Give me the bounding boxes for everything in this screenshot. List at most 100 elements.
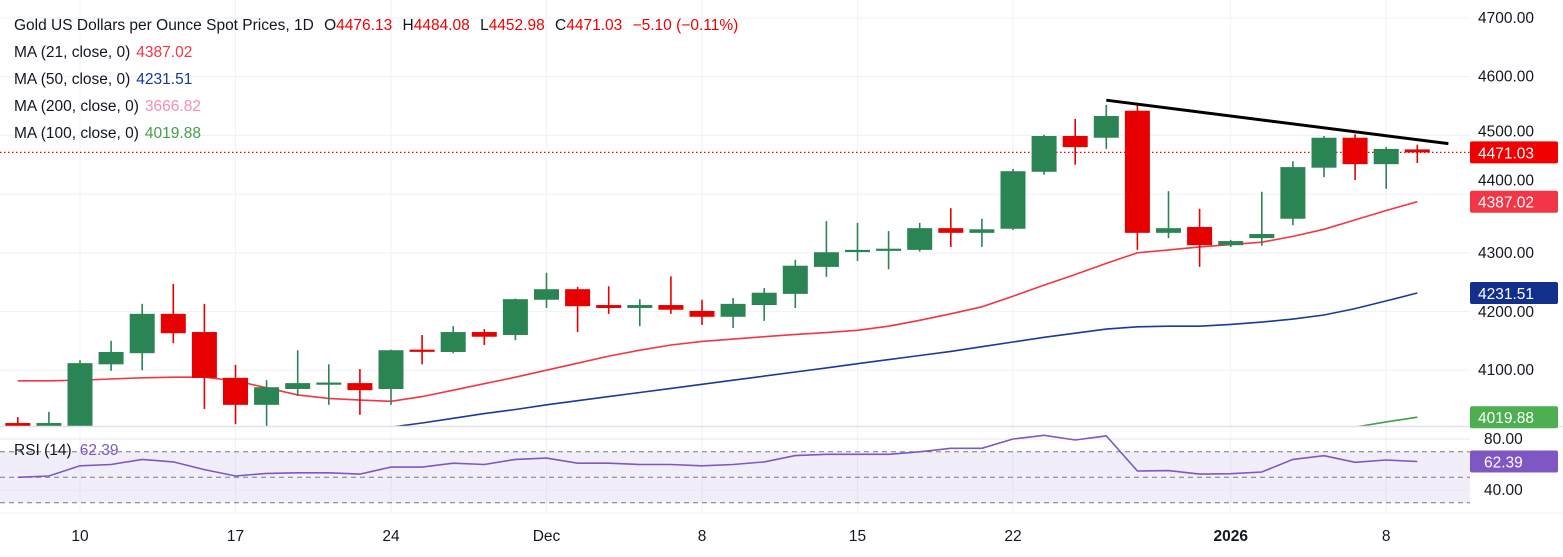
candle[interactable] — [67, 360, 93, 435]
candle-body — [36, 423, 62, 426]
candle[interactable] — [471, 329, 497, 345]
ma50-value: 4231.51 — [136, 71, 193, 88]
candle-body — [67, 363, 93, 426]
rsi-value: 62.39 — [79, 442, 119, 459]
candle[interactable] — [938, 208, 964, 247]
candle[interactable] — [98, 340, 124, 371]
candle[interactable] — [1311, 135, 1337, 178]
candle[interactable] — [845, 222, 870, 262]
rsi-tag-bg — [1470, 450, 1558, 473]
price-tick-label: 4100.00 — [1478, 362, 1534, 379]
candle-body — [378, 350, 404, 389]
price-tag-bg — [1470, 190, 1558, 213]
open-value: 4476.13 — [336, 17, 393, 34]
price-axis[interactable]: 4700.00 4600.00 4500.00 4400.00 4300.00 4200.… — [1478, 10, 1534, 499]
ma21-legend[interactable]: MA (21, close, 0) 4387.02 — [14, 39, 738, 66]
ma100-legend[interactable]: MA (100, close, 0) 4019.88 — [14, 120, 738, 147]
candle-body — [98, 352, 124, 365]
candle[interactable] — [813, 221, 839, 277]
candle[interactable] — [36, 411, 62, 441]
candle[interactable] — [160, 283, 186, 344]
ma100-label: MA (100, close, 0) — [14, 125, 139, 142]
price-tag-label: 4471.03 — [1478, 145, 1534, 162]
candle[interactable] — [502, 298, 528, 341]
rsi-legend[interactable]: RSI (14) 62.39 — [14, 442, 119, 460]
candle[interactable] — [596, 286, 622, 314]
open-label: O — [324, 17, 337, 34]
chart-legend: Gold US Dollars per Ounce Spot Prices, 1… — [14, 12, 738, 147]
candle[interactable] — [907, 222, 933, 252]
price-tick-label: 4500.00 — [1478, 123, 1534, 140]
candle[interactable] — [689, 299, 715, 326]
candle[interactable] — [565, 286, 591, 333]
candle[interactable] — [720, 297, 746, 328]
close-value: 4471.03 — [566, 17, 623, 34]
candle-body — [1404, 149, 1430, 153]
candle[interactable] — [378, 349, 404, 405]
candle[interactable] — [129, 303, 155, 371]
rsi-pane — [0, 434, 1470, 504]
time-tick-label: Dec — [533, 528, 561, 545]
ma-line — [393, 292, 1418, 426]
candle[interactable] — [1404, 144, 1430, 164]
candle[interactable] — [1124, 104, 1150, 250]
candle[interactable] — [1249, 191, 1275, 246]
candle-body — [627, 305, 653, 308]
candle-body — [316, 382, 342, 385]
candle[interactable] — [1187, 208, 1213, 267]
symbol-legend[interactable]: Gold US Dollars per Ounce Spot Prices, 1… — [14, 12, 738, 39]
candle[interactable] — [1218, 239, 1244, 247]
candle-body — [440, 332, 466, 353]
ma200-legend[interactable]: MA (200, close, 0) 3666.82 — [14, 93, 738, 120]
candle[interactable] — [1000, 168, 1026, 230]
price-tick-label: 4200.00 — [1478, 304, 1534, 321]
candle[interactable] — [191, 303, 217, 409]
price-tag: 4019.88 — [1470, 406, 1558, 429]
price-tag-label: 4231.51 — [1478, 286, 1534, 303]
candle-body — [969, 229, 995, 233]
candle[interactable] — [876, 231, 902, 270]
high-label: H — [402, 17, 414, 34]
candle-body — [191, 332, 217, 378]
candle-body — [1156, 228, 1181, 233]
close-label: C — [555, 17, 567, 34]
candle[interactable] — [969, 218, 995, 247]
price-tick-label: 4400.00 — [1478, 173, 1534, 190]
candle[interactable] — [1156, 191, 1181, 239]
candle[interactable] — [1062, 118, 1088, 165]
rsi-tag: 62.39 — [1470, 450, 1558, 473]
candle[interactable] — [409, 334, 435, 365]
time-axis[interactable]: 10 17 24 Dec 8 15 22 2026 8 — [71, 528, 1390, 545]
candle[interactable] — [782, 259, 808, 308]
candle[interactable] — [223, 364, 248, 425]
candle[interactable] — [440, 326, 466, 354]
ma50-legend[interactable]: MA (50, close, 0) 4231.51 — [14, 66, 738, 93]
candle[interactable] — [285, 350, 311, 397]
candle[interactable] — [1373, 147, 1399, 189]
candle[interactable] — [751, 288, 777, 321]
candle-body — [1218, 241, 1244, 246]
candle-body — [782, 265, 808, 294]
candle-body — [1280, 167, 1306, 219]
candle[interactable] — [1031, 134, 1057, 175]
candle[interactable] — [1280, 161, 1306, 226]
price-tags: 4471.03 4387.02 4231.51 4019.88 62.39 — [1470, 141, 1558, 473]
candle-body — [502, 299, 528, 335]
candle[interactable] — [658, 276, 684, 314]
candle[interactable] — [254, 380, 280, 426]
candle[interactable] — [1093, 104, 1119, 149]
candle-body — [565, 289, 591, 307]
candle-body — [596, 305, 622, 308]
candle[interactable] — [534, 272, 559, 308]
ma50-label: MA (50, close, 0) — [14, 71, 131, 88]
candle[interactable] — [627, 299, 653, 327]
candle[interactable] — [1342, 134, 1368, 181]
candle[interactable] — [347, 369, 373, 415]
candle[interactable] — [316, 364, 342, 405]
candle-body — [1031, 135, 1057, 172]
trendline[interactable] — [1106, 98, 1449, 146]
candle-body — [938, 228, 964, 233]
candle-body — [254, 387, 280, 405]
rsi-tag-label: 62.39 — [1484, 454, 1523, 471]
